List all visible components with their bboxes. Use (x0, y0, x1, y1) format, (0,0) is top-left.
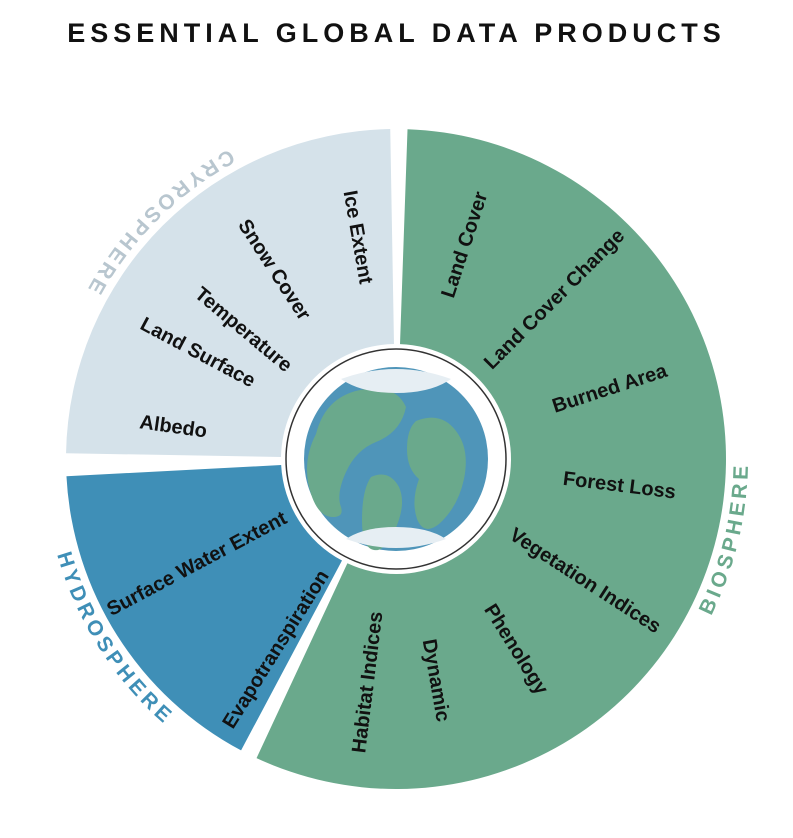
page-title: ESSENTIAL GLOBAL DATA PRODUCTS (0, 0, 793, 49)
radial-diagram: Land CoverLand Cover ChangeBurned AreaFo… (0, 49, 793, 829)
